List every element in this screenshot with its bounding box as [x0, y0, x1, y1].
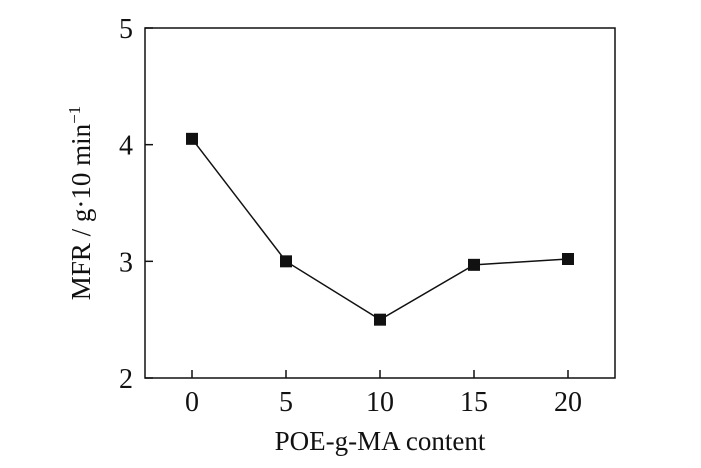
y-tick-label: 2: [119, 364, 133, 395]
x-tick-label: 0: [185, 387, 199, 418]
x-tick-label: 10: [366, 387, 394, 418]
y-tick-label: 3: [119, 247, 133, 278]
data-point-marker: [562, 253, 574, 265]
y-axis-title: MFR / g·10 min−1: [65, 106, 96, 300]
data-point-marker: [374, 313, 386, 326]
x-axis-ticks: 0 5 10 15 20: [185, 370, 582, 418]
y-tick-label: 5: [119, 14, 133, 45]
data-point-marker: [186, 132, 198, 145]
data-point-marker: [468, 258, 480, 271]
x-tick-label: 5: [279, 387, 293, 418]
y-axis-ticks: 2 3 4 5: [119, 14, 153, 395]
x-tick-label: 20: [554, 387, 582, 418]
y-axis-title-superscript: −1: [65, 106, 84, 124]
data-point-marker: [280, 255, 292, 268]
y-tick-label: 4: [119, 131, 133, 162]
y-axis-title-main: MFR / g·10 min: [66, 123, 96, 300]
x-axis-title: POE-g-MA content: [275, 426, 486, 456]
series-line: [191, 138, 569, 321]
series-layer: [186, 132, 574, 326]
x-tick-label: 15: [460, 387, 488, 418]
